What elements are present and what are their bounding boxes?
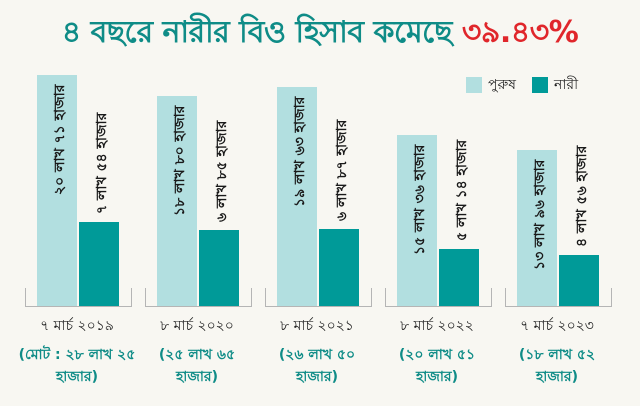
title-percentage: ৩৯.৪৩% <box>461 15 579 50</box>
group-frame <box>265 288 372 307</box>
bar-female <box>319 229 359 306</box>
label-female: ৭ লাখ ৫৪ হাজার <box>94 112 110 214</box>
bar-male <box>37 75 77 306</box>
bar-male <box>157 96 197 306</box>
bar-male <box>277 87 317 306</box>
category-label: ৮ মার্চ ২০২২ <box>400 318 474 334</box>
category-label: ৭ মার্চ ২০১৯ <box>40 318 114 334</box>
category-label: ৮ মার্চ ২০২০ <box>160 318 234 334</box>
total-label: (২৫ লাখ ৬৫ হাজার) <box>158 347 236 385</box>
bar-male <box>397 134 437 306</box>
legend-label-female: নারী <box>554 77 579 93</box>
label-male: ১৫ লাখ ৩৬ হাজার <box>412 144 428 255</box>
bar-male <box>517 150 557 306</box>
legend-label-male: পুরুষ <box>488 77 516 93</box>
label-female: ৪ লাখ ৫৬ হাজার <box>574 145 590 248</box>
category-label: ৭ মার্চ ২০২৩ <box>520 318 594 334</box>
bar-female <box>559 255 599 306</box>
title-text: ৪ বছরে নারীর বিও হিসাব কমেছে <box>61 15 453 50</box>
label-male: ১৩ লাখ ৯৬ হাজার <box>532 159 548 271</box>
group-frame <box>145 288 252 307</box>
total-label: (২০ লাখ ৫১ হাজার) <box>398 347 476 385</box>
total-label: (১৮ লাখ ৫২ হাজার) <box>518 347 596 385</box>
group-frame <box>25 288 132 307</box>
category-label: ৮ মার্চ ২০২১ <box>280 318 354 334</box>
label-female: ৬ লাখ ৮৫ হাজার <box>214 120 230 222</box>
legend-swatch-male <box>466 77 482 93</box>
total-label: (মোট : ২৮ লাখ ২৫ হাজার) <box>18 347 136 385</box>
bar-female <box>199 229 239 306</box>
legend-swatch-female <box>532 77 548 93</box>
label-female: ৬ লাখ ৮৭ হাজার <box>334 120 350 222</box>
label-male: ১৮ লাখ ৮০ হাজার <box>172 106 188 217</box>
legend-item-male: পুরুষ <box>466 73 516 97</box>
total-label: (২৬ লাখ ৫০ হাজার) <box>278 347 356 385</box>
label-female: ৫ লাখ ১৪ হাজার <box>454 139 470 241</box>
label-male: ১৯ লাখ ৬৩ হাজার <box>292 96 308 208</box>
group-frame <box>385 288 492 307</box>
chart-title: ৪ বছরে নারীর বিও হিসাব কমেছে ৩৯.৪৩% <box>0 8 640 59</box>
label-male: ২০ লাখ ৭১ হাজার <box>52 84 68 196</box>
bar-female <box>439 248 479 306</box>
bar-female <box>79 221 119 306</box>
group-frame <box>505 288 612 307</box>
legend-item-female: নারী <box>532 73 578 97</box>
